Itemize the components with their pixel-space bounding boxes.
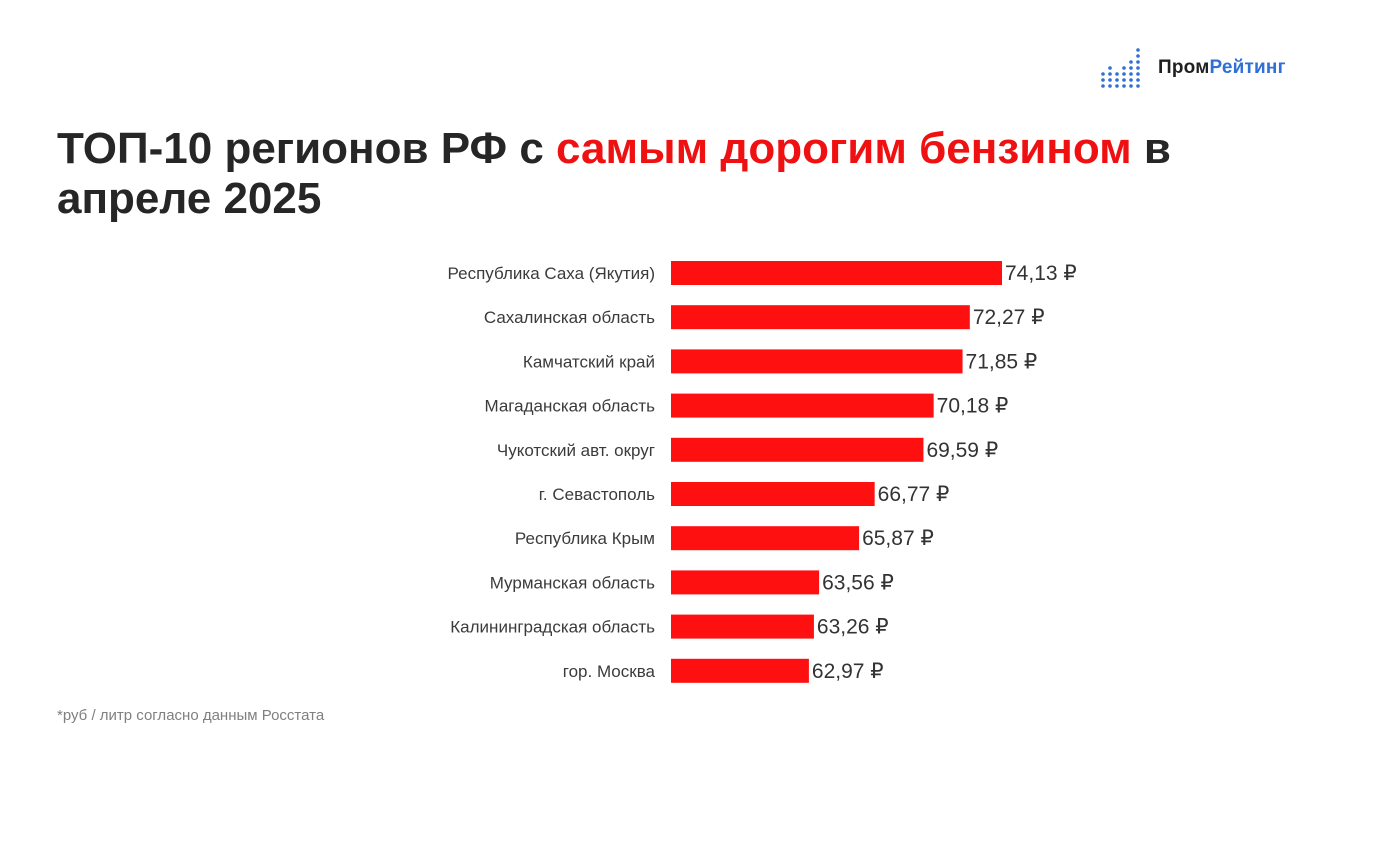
bar xyxy=(671,658,809,683)
title-highlight: самым дорогим бензином xyxy=(556,124,1132,173)
value-label: 71,85 ₽ xyxy=(966,350,1038,373)
value-label: 62,97 ₽ xyxy=(812,660,884,683)
logo-text-part-2: Рейтинг xyxy=(1209,57,1286,78)
value-label: 74,13 ₽ xyxy=(1005,262,1077,285)
category-label: Мурманская область xyxy=(490,573,655,592)
bar-dots-icon xyxy=(1101,48,1140,88)
bar xyxy=(671,614,814,639)
category-label: Республика Крым xyxy=(515,529,655,548)
category-label: Чукотский авт. округ xyxy=(497,441,655,460)
bar xyxy=(671,482,875,506)
value-label: 63,26 ₽ xyxy=(817,616,889,639)
chart-title: ТОП-10 регионов РФ с самым дорогим бензи… xyxy=(57,124,1317,224)
title-part-1: ТОП-10 регионов РФ с xyxy=(57,124,557,173)
logo-text-part-1: Пром xyxy=(1158,57,1210,78)
category-label: Магаданская область xyxy=(485,397,656,416)
value-label: 65,87 ₽ xyxy=(862,527,934,550)
value-label: 63,56 ₽ xyxy=(822,571,894,594)
logo: ПромРейтинг xyxy=(1100,48,1286,88)
footnote: *руб / литр согласно данным Росстата xyxy=(57,707,325,724)
bar xyxy=(671,570,820,595)
value-label: 66,77 ₽ xyxy=(878,483,950,506)
bar xyxy=(671,349,963,374)
category-label: г. Севастополь xyxy=(539,485,655,504)
title-part-2: в апреле 2025 xyxy=(57,124,1171,223)
category-label: гор. Москва xyxy=(563,662,656,681)
bar xyxy=(671,393,934,418)
bar xyxy=(671,305,970,330)
category-label: Республика Саха (Якутия) xyxy=(448,264,655,283)
bar xyxy=(671,526,860,551)
value-label: 72,27 ₽ xyxy=(973,306,1045,329)
bar xyxy=(671,437,924,462)
value-label: 69,59 ₽ xyxy=(926,439,998,462)
bar xyxy=(671,261,1002,285)
logo-text: ПромРейтинг xyxy=(1158,57,1286,79)
category-label: Камчатский край xyxy=(523,352,655,371)
category-label: Сахалинская область xyxy=(484,308,655,327)
value-label: 70,18 ₽ xyxy=(937,395,1009,418)
category-label: Калининградская область xyxy=(450,618,655,637)
